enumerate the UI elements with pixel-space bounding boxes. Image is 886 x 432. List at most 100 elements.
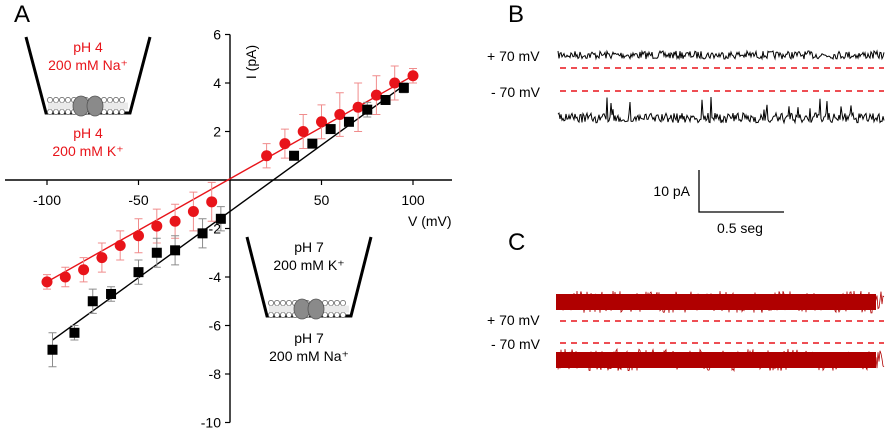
data-point-ph4	[96, 252, 108, 264]
panel-b-label-pos: + 70 mV	[487, 48, 540, 64]
inset-bottom-line2: 200 mM K⁺	[273, 257, 344, 273]
y-tick-label: 4	[213, 75, 221, 91]
lipid-head	[119, 97, 125, 103]
lipid-head	[47, 97, 53, 103]
data-point-ph4	[279, 138, 291, 150]
inset-bottom-line4: 200 mM Na⁺	[269, 348, 349, 364]
data-point-ph4	[114, 239, 126, 251]
trace-b-positive	[557, 49, 885, 61]
data-point-ph4	[370, 89, 382, 101]
lipid-bilayer-top	[47, 95, 128, 117]
data-point-ph7	[325, 124, 336, 135]
data-point-ph7	[398, 82, 409, 93]
data-point-ph4	[133, 230, 144, 242]
data-point-ph7	[106, 288, 117, 299]
lipid-head	[47, 109, 53, 115]
scale-time-label: 0.5 seg	[717, 220, 763, 236]
y-tick-label: 6	[213, 27, 221, 43]
inset-membrane-top: pH 4 200 mM Na⁺ pH 4 200 mM K⁺	[24, 36, 152, 159]
lipid-head	[274, 312, 280, 318]
lipid-head	[340, 312, 346, 318]
data-point-ph7	[170, 245, 181, 256]
data-point-ph4	[41, 276, 53, 288]
data-point-ph4	[389, 77, 401, 89]
lipid-head	[334, 300, 340, 306]
data-point-ph7	[69, 327, 80, 338]
data-point-ph4	[187, 206, 199, 218]
data-point-ph7	[289, 150, 300, 161]
lipid-head	[268, 300, 274, 306]
lipid-head	[286, 300, 292, 306]
lipid-head	[119, 109, 125, 115]
inset-top-line2: 200 mM Na⁺	[48, 57, 128, 73]
data-point-ph4	[297, 126, 309, 137]
channel-protein-icon	[86, 95, 104, 117]
lipid-head	[328, 300, 334, 306]
trace-c-negative-noise	[557, 347, 885, 372]
data-point-ph7	[47, 344, 58, 355]
data-point-ph4	[334, 109, 346, 121]
y-axis-label: I (pA)	[243, 45, 259, 79]
panel-label-a: A	[14, 1, 30, 28]
x-tick-label: -50	[128, 192, 148, 208]
y-tick-label: -4	[209, 269, 222, 285]
markers	[41, 70, 419, 355]
x-tick-label: 50	[314, 192, 330, 208]
channel-protein-icon	[307, 298, 325, 320]
y-tick-label: -10	[201, 415, 221, 431]
lipid-head	[53, 97, 59, 103]
inset-bottom-line1: pH 7	[294, 239, 324, 255]
y-tick-label: -8	[209, 366, 222, 382]
inset-top-line4: 200 mM K⁺	[52, 143, 123, 159]
panel-label-c: C	[508, 229, 525, 256]
panel-b-label-neg: - 70 mV	[491, 84, 541, 100]
panel-c-label-neg: - 70 mV	[491, 336, 541, 352]
lipid-head	[65, 109, 71, 115]
x-axis-label: V (mV)	[408, 213, 452, 229]
lipid-head	[113, 97, 119, 103]
data-point-ph7	[215, 213, 226, 224]
lipid-head	[113, 109, 119, 115]
data-point-ph4	[206, 196, 218, 208]
data-point-ph4	[169, 215, 181, 227]
inset-membrane-bottom: pH 7 200 mM K⁺ pH 7 200 mM Na⁺	[245, 236, 373, 364]
data-point-ph4	[261, 150, 273, 162]
inset-top-line3: pH 4	[73, 125, 103, 141]
lipid-head	[53, 109, 59, 115]
lipid-head	[107, 109, 113, 115]
data-point-ph7	[307, 138, 318, 149]
lipid-head	[274, 300, 280, 306]
panel-c-traces: + 70 mV - 70 mV	[487, 290, 885, 372]
lipid-head	[340, 300, 346, 306]
lipid-head	[280, 312, 286, 318]
trace-c-positive-noise	[557, 290, 885, 314]
lipid-head	[328, 312, 334, 318]
panel-b-traces: + 70 mV - 70 mV 10 pA 0.5 seg	[487, 48, 885, 236]
x-tick-label: -100	[33, 192, 61, 208]
data-point-ph7	[380, 94, 391, 105]
y-tick-label: 2	[213, 124, 221, 140]
data-point-ph4	[352, 101, 364, 113]
lipid-head	[107, 97, 113, 103]
data-point-ph4	[407, 70, 419, 82]
lipid-head	[268, 312, 274, 318]
lipid-head	[59, 109, 65, 115]
lipid-bilayer-bottom	[268, 298, 349, 320]
lipid-head	[334, 312, 340, 318]
iv-plot: -100 -50 50 100 642-2-4-6-8-10 I (pA) V (mV…	[5, 27, 452, 431]
lipid-head	[286, 312, 292, 318]
lipid-head	[280, 300, 286, 306]
panel-c-label-pos: + 70 mV	[487, 312, 540, 328]
panel-label-b: B	[508, 1, 524, 28]
data-point-ph7	[87, 296, 98, 307]
lipid-head	[59, 97, 65, 103]
data-point-ph4	[151, 220, 163, 232]
data-point-ph7	[197, 228, 208, 239]
x-ticks: -100 -50 50 100	[33, 180, 425, 208]
data-point-ph7	[133, 267, 144, 278]
data-point-ph7	[362, 104, 373, 115]
data-point-ph4	[316, 116, 327, 128]
fit-line-ph4	[46, 75, 414, 283]
lipid-head	[65, 97, 71, 103]
